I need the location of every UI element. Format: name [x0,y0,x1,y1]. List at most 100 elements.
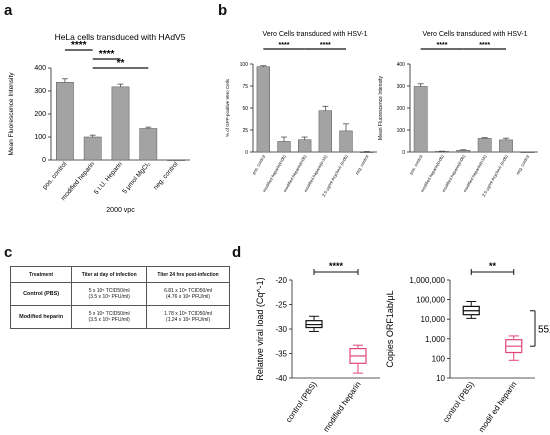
panel-letter-a: a [4,2,13,19]
significance-label: ** [117,58,125,69]
titer-value: 1.78 x 10⁶ TCID50/ml [164,311,212,317]
titer-value: (4.76 x 10⁸ PFU/ml) [166,294,211,300]
y-tick-label: 400 [34,65,46,72]
titer-value: 5 x 10⁵ TCID50/ml [88,288,130,294]
y-tick-label: 0 [245,150,248,156]
titer-value: 6.81 x 10⁸ TCID50/ml [164,288,212,294]
x-tick-label: modif ed heparin [477,380,519,434]
x-tick-label: pos. control [408,154,423,175]
chart-title: Vero Cells transduced with HSV-1 [422,31,527,38]
chart-title: HeLa cells transduced with HAdV5 [55,32,186,42]
x-tick-label: pos. control [251,154,266,175]
bar [167,159,185,161]
x-tick-label: modified heparin [321,380,362,434]
y-tick-label: 10 [436,374,445,383]
y-tick-label: 50 [242,106,248,112]
y-tick-label: 0 [42,157,46,164]
bar [477,138,492,153]
significance-label: **** [71,40,87,51]
bar [83,136,102,161]
y-tick-label: -35 [275,350,287,359]
y-axis-label: Relative viral load (Cq^-1) [255,277,265,380]
x-tick-label: neg. control [354,154,369,176]
y-tick-label: 10,000 [421,315,446,324]
y-tick-label: 200 [397,106,406,112]
bar [318,110,332,153]
x-tick-label: control (PBS) [441,380,476,424]
panel-letter-b: b [218,2,228,19]
y-tick-label: 0 [402,150,405,156]
y-tick-label: 100 [397,128,406,134]
y-tick-label: 300 [34,88,46,95]
significance-label: **** [320,42,331,49]
titer-table: Treatment Titer at day of infection Tite… [9,266,230,329]
y-tick-label: -25 [275,301,287,310]
significance-label: ** [489,261,497,271]
bar [111,86,130,161]
bar [499,139,513,153]
titer-day1-cell: 1.78 x 10⁶ TCID50/ml (1.24 x 10⁶ PFU/ml) [146,305,230,329]
bar [139,128,158,161]
bar [256,66,270,153]
y-tick-label: 25 [242,128,248,134]
y-tick-label: 75 [242,84,248,90]
x-tick-label: 5 μmol MgCl₂ [121,160,152,195]
significance-label: **** [99,49,115,60]
x-tick-label: 5 I.U. Heparin [93,160,124,196]
titer-value: (1.24 x 10⁶ PFU/ml) [166,317,211,323]
bar [413,86,428,153]
treatment-cell: Control (PBS) [9,282,73,306]
significance-label: **** [279,42,290,49]
x-tick-label: neg. control [152,160,180,191]
titer-day0-cell: 5 x 10⁵ TCID50/ml (3.5 x 10⁵ PFU/ml) [71,305,148,329]
table-row: Modified heparin 5 x 10⁵ TCID50/ml (3.5 x… [9,305,230,329]
panel-letter-d: d [232,244,242,261]
y-axis-label: Mean Fluorescence Intensity [378,76,384,140]
table-header: Treatment [9,266,73,283]
titer-value: (3.5 x 10⁵ PFU/ml) [88,317,130,323]
y-tick-label: 300 [397,84,406,90]
table-header-row: Treatment Titer at day of infection Tite… [9,266,230,283]
y-axis-label: % of GFP-positive Vero Cells [225,78,230,137]
y-tick-label: -30 [275,325,287,334]
chart-title: Vero Cells transduced with HSV-1 [262,31,367,38]
x-tick-label: modified heparin(t=0h) [441,153,467,192]
y-tick-label: 100,000 [416,296,445,305]
bar [360,151,374,153]
x-tick-label: modified heparin(t=0h) [420,153,446,192]
bar [339,130,353,153]
table-row: Control (PBS) 5 x 10⁵ TCID50/ml (3.5 x 10… [9,282,230,306]
y-tick-label: 1,000,000 [409,276,445,285]
titer-value: (3.5 x 10⁵ PFU/ml) [88,294,130,300]
y-axis-label: Mean Fluorescence Intensity [8,72,15,156]
bar [277,141,291,153]
x-tick-label: control (PBS) [284,380,319,424]
x-tick-label: pos. control [41,160,68,191]
table-header: Titer at day of infection [71,266,148,283]
bar [56,82,74,161]
titer-day0-cell: 5 x 10⁵ TCID50/ml (3.5 x 10⁵ PFU/ml) [71,282,148,306]
x-tick-label: modified heparin(t=1h) [462,153,488,192]
x-axis-label: 2000 vpc [106,207,135,214]
table-header: Titer 24 hrs post-infection [146,266,230,283]
y-tick-label: -20 [275,276,287,285]
y-tick-label: 400 [397,62,406,68]
panel-letter-c: c [4,244,13,261]
y-tick-label: 100 [432,354,446,363]
significance-label: **** [479,42,490,49]
treatment-cell: Modified heparin [9,305,73,329]
titer-day1-cell: 6.81 x 10⁸ TCID50/ml (4.76 x 10⁸ PFU/ml) [146,282,230,306]
significance-label: **** [329,261,344,271]
y-tick-label: 200 [34,111,46,118]
bar [520,151,535,153]
significance-label: **** [437,42,448,49]
x-tick-label: neg. control [515,154,530,176]
y-tick-label: -40 [275,374,287,383]
bar [456,149,471,153]
y-tick-label: 100 [34,134,46,141]
bar [298,139,312,153]
titer-value: 5 x 10⁵ TCID50/ml [88,311,130,317]
y-tick-label: 100 [240,62,249,68]
fold-change-label: 55X [538,324,550,335]
